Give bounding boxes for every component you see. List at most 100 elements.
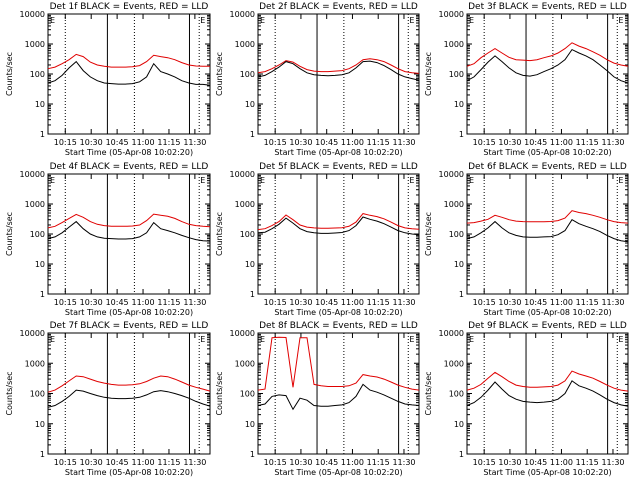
y-tick-label: 10000 [20, 10, 45, 19]
x-tick-label: 10:30 [289, 138, 312, 147]
series-events-line [257, 60, 420, 81]
x-tick-label: 11:30 [392, 298, 415, 307]
x-tick-label: 10:30 [498, 138, 521, 147]
y-tick-label: 10 [245, 100, 255, 109]
y-tick-label: 10 [35, 260, 45, 269]
series-events-line [47, 60, 211, 86]
panel-title: Det 7f BLACK = Events, RED = LLD [50, 321, 209, 331]
panel-title: Det 3f BLACK = Events, RED = LLD [468, 2, 627, 12]
y-tick-label: 1 [459, 290, 464, 299]
series-events-line [466, 380, 629, 407]
y-tick-label: 10000 [20, 329, 45, 338]
y-tick-label: 1 [40, 130, 45, 139]
x-tick-label: 11:30 [601, 298, 624, 307]
plot-frame [257, 332, 420, 455]
x-tick-label: 11:30 [392, 138, 415, 147]
x-tick-label: 10:15 [264, 458, 287, 467]
series-lld-line [257, 213, 420, 231]
y-axis-label: Counts/sec [424, 371, 433, 415]
panel-det-8: Det 8f BLACK = Events, RED = LLD 1 10 100 10… [215, 321, 420, 477]
y-tick-label: 10000 [439, 170, 464, 179]
y-tick-label: 100 [240, 70, 255, 79]
series-events-line [257, 383, 420, 411]
x-tick-label: 10:45 [315, 298, 338, 307]
x-tick-label: 11:00 [132, 138, 155, 147]
x-tick-label: 10:45 [524, 458, 547, 467]
series-lld-line [47, 53, 210, 70]
y-tick-label: 1000 [235, 200, 255, 209]
panel-title: Det 6f BLACK = Events, RED = LLD [468, 162, 627, 172]
y-axis-label: Counts/sec [215, 212, 224, 256]
plot-frame [466, 13, 629, 135]
panel-label-right: E [200, 176, 205, 185]
x-tick-label: 11:30 [601, 138, 624, 147]
plot-frame [47, 13, 211, 135]
series-events-line [47, 220, 211, 242]
y-tick-label: 1 [250, 130, 255, 139]
x-tick-label: 10:45 [106, 138, 129, 147]
panel-label-right: E [618, 335, 623, 344]
y-tick-label: 1 [250, 450, 255, 459]
x-tick-label: 10:30 [289, 298, 312, 307]
x-tick-label: 11:15 [576, 138, 599, 147]
x-tick-label: 10:30 [498, 458, 521, 467]
y-tick-label: 10000 [230, 170, 255, 179]
series-lld-line [257, 336, 420, 391]
series-events-line [466, 48, 629, 84]
x-tick-label: 11:00 [550, 458, 573, 467]
plot-frame [257, 13, 420, 135]
x-tick-label: 10:15 [264, 298, 287, 307]
x-tick-label: 11:00 [550, 138, 573, 147]
series-events-line [257, 216, 420, 236]
x-tick-label: 10:15 [264, 138, 287, 147]
y-tick-label: 10000 [439, 329, 464, 338]
x-tick-label: 11:00 [341, 138, 364, 147]
x-axis-label: Start Time (05-Apr-08 10:02:20) [483, 308, 611, 317]
y-tick-label: 10 [245, 260, 255, 269]
y-tick-label: 10000 [439, 10, 464, 19]
plot-frame [257, 173, 420, 295]
x-tick-label: 11:15 [576, 298, 599, 307]
y-tick-label: 100 [30, 70, 45, 79]
x-axis-label: Start Time (05-Apr-08 10:02:20) [483, 148, 611, 157]
x-tick-label: 10:15 [54, 458, 77, 467]
y-tick-label: 1000 [235, 359, 255, 368]
x-tick-label: 11:00 [550, 298, 573, 307]
y-tick-label: 10000 [230, 329, 255, 338]
panel-det-6: Det 6f BLACK = Events, RED = LLD 1 10 100 10… [424, 162, 629, 317]
x-tick-label: 11:30 [392, 458, 415, 467]
x-tick-label: 11:00 [341, 298, 364, 307]
x-tick-label: 11:15 [157, 298, 180, 307]
panel-det-2: Det 2f BLACK = Events, RED = LLD 1 10 100 10… [215, 2, 420, 157]
panel-title: Det 5f BLACK = Events, RED = LLD [259, 162, 418, 172]
panel-det-9: Det 9f BLACK = Events, RED = LLD 1 10 100 10… [424, 321, 629, 477]
series-lld-line [466, 42, 629, 67]
x-axis-label: Start Time (05-Apr-08 10:02:20) [274, 308, 402, 317]
panel-label-right: E [200, 335, 205, 344]
y-tick-label: 1000 [444, 359, 464, 368]
x-tick-label: 11:00 [341, 458, 364, 467]
x-tick-label: 10:15 [473, 458, 496, 467]
y-tick-label: 1000 [25, 359, 45, 368]
panel-label-left: E [260, 176, 265, 185]
y-tick-label: 1 [459, 130, 464, 139]
y-tick-label: 100 [240, 390, 255, 399]
x-tick-label: 10:15 [54, 298, 77, 307]
x-tick-label: 10:45 [524, 138, 547, 147]
x-axis-label: Start Time (05-Apr-08 10:02:20) [65, 148, 193, 157]
y-tick-label: 10 [245, 420, 255, 429]
y-tick-label: 10 [454, 420, 464, 429]
series-events-line [466, 219, 629, 243]
series-lld-line [257, 58, 420, 74]
y-tick-label: 100 [449, 70, 464, 79]
panel-title: Det 9f BLACK = Events, RED = LLD [468, 321, 627, 331]
panel-label-right: E [618, 16, 623, 25]
x-axis-label: Start Time (05-Apr-08 10:02:20) [65, 308, 193, 317]
y-tick-label: 100 [449, 230, 464, 239]
y-axis-label: Counts/sec [5, 371, 14, 415]
series-lld-line [466, 210, 629, 224]
y-tick-label: 100 [449, 390, 464, 399]
panel-label-right: E [409, 16, 414, 25]
y-tick-label: 10 [454, 100, 464, 109]
x-tick-label: 11:15 [367, 138, 390, 147]
